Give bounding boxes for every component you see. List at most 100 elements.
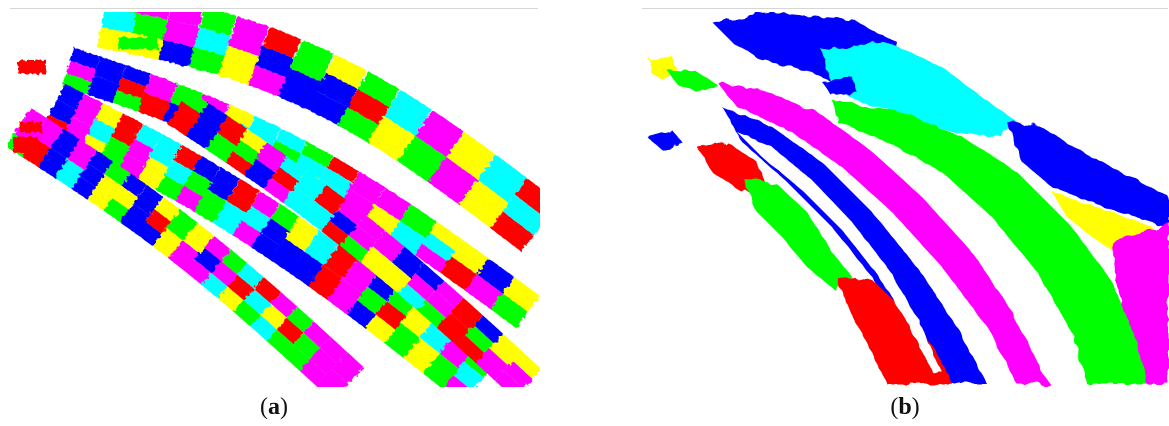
caption-b-open: ( bbox=[890, 394, 899, 420]
segment-cell-200 bbox=[263, 177, 291, 203]
segment-cell-79 bbox=[56, 83, 84, 109]
segment-cell-207 bbox=[321, 220, 349, 247]
segment-cell-97 bbox=[192, 155, 221, 182]
segment-cell-162 bbox=[185, 259, 212, 285]
segment-red-lower bbox=[837, 277, 952, 384]
segment-cell-58 bbox=[301, 142, 334, 168]
segment-cell-192 bbox=[205, 132, 237, 163]
segment-cell-142 bbox=[88, 150, 114, 175]
segment-cell-159 bbox=[168, 240, 200, 272]
segment-cell-197 bbox=[244, 158, 276, 189]
segment-cell-174 bbox=[250, 314, 277, 341]
segment-green-left bbox=[667, 70, 717, 92]
segment-cell-199 bbox=[271, 167, 299, 192]
segment-cell-89 bbox=[134, 123, 162, 150]
segment-cell-25 bbox=[383, 89, 432, 136]
segment-cell-1 bbox=[101, 12, 137, 34]
segment-cell-206 bbox=[329, 210, 358, 236]
segment-cell-115 bbox=[308, 265, 343, 301]
segment-cell-138 bbox=[51, 128, 80, 159]
segment-cell-209 bbox=[348, 225, 377, 252]
segment-cell-56 bbox=[269, 140, 302, 166]
segment-cell-228 bbox=[513, 351, 540, 380]
segment-cell-45 bbox=[137, 92, 171, 121]
segment-cell-167 bbox=[227, 274, 254, 301]
segment-cell-26 bbox=[367, 116, 416, 162]
segment-cell-182 bbox=[309, 348, 337, 375]
segment-cell-17 bbox=[290, 39, 335, 82]
segment-cell-30 bbox=[428, 157, 478, 205]
segment-cell-226 bbox=[489, 333, 523, 366]
segment-fragment-0 bbox=[18, 60, 46, 74]
segment-cell-148 bbox=[121, 173, 147, 198]
segment-cell-201 bbox=[294, 170, 326, 201]
segment-cell-41 bbox=[121, 65, 152, 87]
segment-cell-154 bbox=[145, 209, 172, 234]
segment-cell-78 bbox=[490, 293, 528, 329]
segment-cell-131 bbox=[453, 361, 484, 387]
segment-cell-160 bbox=[204, 235, 231, 261]
segment-cell-66 bbox=[374, 187, 412, 221]
segment-cell-144 bbox=[71, 176, 97, 200]
segment-cell-203 bbox=[314, 184, 346, 216]
segment-cell-100 bbox=[207, 167, 241, 202]
segment-cell-19 bbox=[326, 54, 367, 89]
segment-cell-107 bbox=[270, 203, 300, 232]
segment-cell-125 bbox=[384, 322, 420, 359]
segment-cell-224 bbox=[465, 325, 494, 353]
segment-cell-110 bbox=[284, 216, 319, 252]
segment-cell-75 bbox=[476, 258, 515, 294]
segment-cell-166 bbox=[237, 263, 264, 289]
segment-cell-187 bbox=[174, 101, 202, 126]
segment-cell-8 bbox=[158, 39, 195, 68]
segment-cell-168 bbox=[217, 286, 244, 313]
caption-a: (a) bbox=[244, 394, 304, 421]
segment-cell-62 bbox=[320, 167, 353, 195]
segment-cell-202 bbox=[282, 186, 315, 217]
segmented-point-cloud-a bbox=[8, 12, 540, 387]
segment-cell-185 bbox=[315, 368, 348, 387]
segment-cell-155 bbox=[136, 221, 162, 247]
caption-a-close: ) bbox=[280, 394, 288, 420]
segment-cell-222 bbox=[436, 312, 470, 346]
segment-cell-127 bbox=[403, 337, 440, 374]
segment-cell-156 bbox=[166, 209, 197, 241]
segment-cell-143 bbox=[79, 163, 105, 187]
segment-cell-14 bbox=[262, 27, 302, 59]
segment-cell-39 bbox=[93, 56, 126, 84]
segment-cell-106 bbox=[232, 220, 261, 248]
segment-cell-216 bbox=[407, 273, 436, 301]
segment-cell-40 bbox=[87, 75, 120, 103]
segment-cell-91 bbox=[118, 154, 146, 180]
segment-cell-80 bbox=[49, 99, 77, 125]
segment-cell-230 bbox=[495, 370, 522, 387]
segment-cell-10 bbox=[193, 27, 231, 56]
segment-cell-227 bbox=[475, 348, 509, 381]
segment-cell-218 bbox=[435, 280, 464, 308]
segment-cell-178 bbox=[303, 321, 331, 348]
segment-cell-175 bbox=[287, 306, 314, 333]
segment-cell-50 bbox=[224, 104, 255, 128]
segment-cell-147 bbox=[87, 187, 113, 211]
segment-cell-205 bbox=[337, 199, 366, 226]
segment-cell-27 bbox=[415, 110, 464, 158]
segment-cell-42 bbox=[116, 77, 147, 100]
segment-cell-171 bbox=[233, 300, 261, 327]
segment-cell-163 bbox=[220, 249, 248, 275]
panel-a-image bbox=[8, 12, 540, 387]
segment-cell-94 bbox=[173, 144, 201, 171]
segment-cell-76 bbox=[465, 274, 503, 310]
segment-blue-speck-1 bbox=[647, 130, 682, 150]
segment-cell-183 bbox=[299, 359, 327, 386]
segment-cell-61 bbox=[326, 156, 360, 183]
segment-cell-161 bbox=[194, 247, 221, 273]
segment-cell-221 bbox=[450, 297, 484, 331]
segment-cell-108 bbox=[260, 218, 290, 246]
segment-cell-219 bbox=[426, 290, 455, 318]
segment-cell-151 bbox=[133, 185, 164, 216]
segment-magenta-right bbox=[1112, 222, 1169, 384]
segment-cell-146 bbox=[96, 174, 122, 199]
segment-cell-59 bbox=[294, 153, 327, 180]
segment-cell-190 bbox=[186, 119, 217, 150]
segment-cell-53 bbox=[246, 116, 282, 147]
